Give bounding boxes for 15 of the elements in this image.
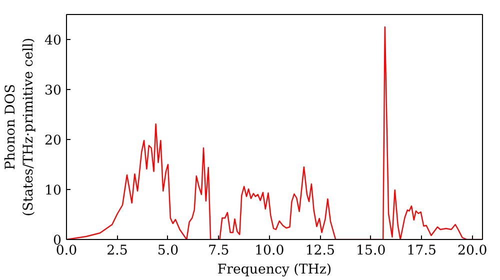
x-tick-label: 15.0 xyxy=(356,244,386,258)
y-tick-label: 20 xyxy=(44,134,62,148)
x-axis-title: Frequency (THz) xyxy=(217,262,332,278)
x-tick-label: 10.0 xyxy=(254,244,284,258)
x-tick-label: 5.0 xyxy=(157,244,179,258)
y-tick-label: 10 xyxy=(44,184,62,198)
y-axis-title: Phonon DOS (States/THz·primitive cell) xyxy=(4,38,37,216)
x-tick-label: 2.5 xyxy=(106,244,128,258)
x-tick-label: 0.0 xyxy=(56,244,78,258)
x-tick-label: 20.0 xyxy=(458,244,488,258)
x-tick-label: 12.5 xyxy=(305,244,336,258)
x-tick-label: 17.5 xyxy=(406,244,436,258)
y-tick-label: 30 xyxy=(44,84,62,98)
x-tick-label: 7.5 xyxy=(208,244,230,258)
y-tick-label: 40 xyxy=(44,34,62,48)
